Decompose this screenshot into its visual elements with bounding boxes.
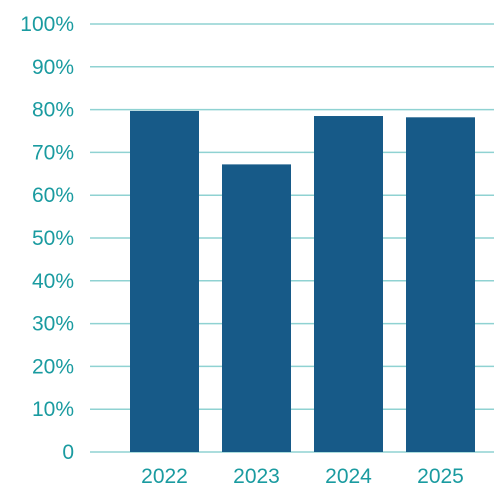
y-tick-label: 10% [32,398,74,421]
bars [130,110,475,453]
bar-2024 [314,116,383,453]
y-tick-label: 0 [62,441,74,464]
bar-2025 [406,117,475,452]
y-tick-label: 80% [32,99,74,122]
y-axis-tick-labels: 0 10% 20% 30% 40% 50% 60% 70% 80% 90% 100% [20,13,74,464]
y-tick-label: 40% [32,270,74,293]
x-axis-tick-labels: 2022 2023 2024 2025 [141,465,464,488]
x-tick-label: 2025 [417,465,464,488]
y-tick-label: 60% [32,184,74,207]
y-tick-label: 100% [20,13,74,36]
bar-2022 [130,110,199,452]
y-tick-label: 20% [32,355,74,378]
x-tick-label: 2022 [141,465,188,488]
bar-2023 [222,164,291,452]
y-tick-label: 30% [32,313,74,336]
x-tick-label: 2023 [233,465,280,488]
y-tick-label: 70% [32,141,74,164]
y-tick-label: 90% [32,56,74,79]
x-tick-label: 2024 [325,465,372,488]
y-tick-label: 50% [32,227,74,250]
